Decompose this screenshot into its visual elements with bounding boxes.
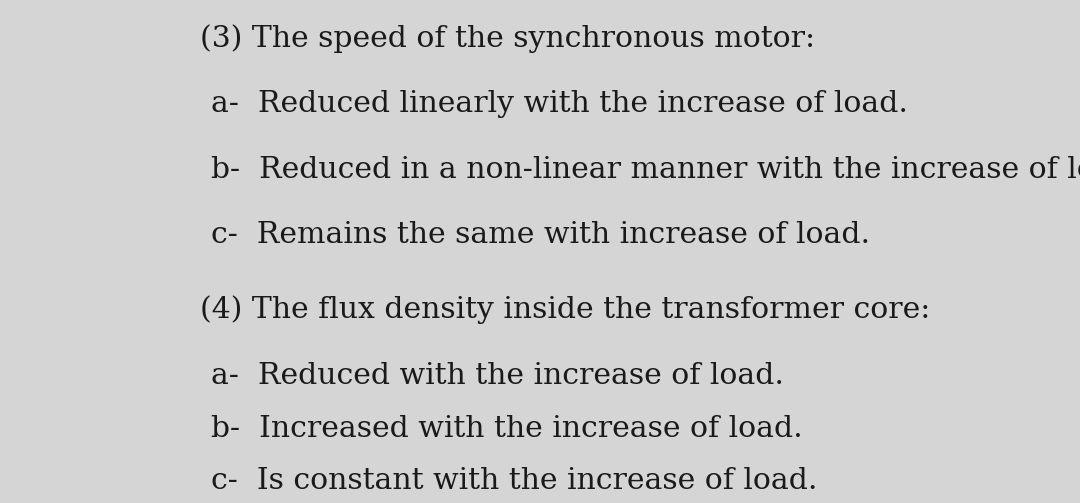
Text: b-  Reduced in a non-linear manner with the increase of load.: b- Reduced in a non-linear manner with t…: [211, 155, 1080, 184]
Text: c-  Remains the same with increase of load.: c- Remains the same with increase of loa…: [211, 221, 869, 249]
Text: a-  Reduced with the increase of load.: a- Reduced with the increase of load.: [211, 362, 783, 390]
Text: c-  Is constant with the increase of load.: c- Is constant with the increase of load…: [211, 467, 816, 495]
Text: b-  Increased with the increase of load.: b- Increased with the increase of load.: [211, 414, 802, 443]
Text: (3) The speed of the synchronous motor:: (3) The speed of the synchronous motor:: [200, 24, 815, 53]
Text: (4) The flux density inside the transformer core:: (4) The flux density inside the transfor…: [200, 296, 930, 324]
Text: a-  Reduced linearly with the increase of load.: a- Reduced linearly with the increase of…: [211, 90, 907, 118]
